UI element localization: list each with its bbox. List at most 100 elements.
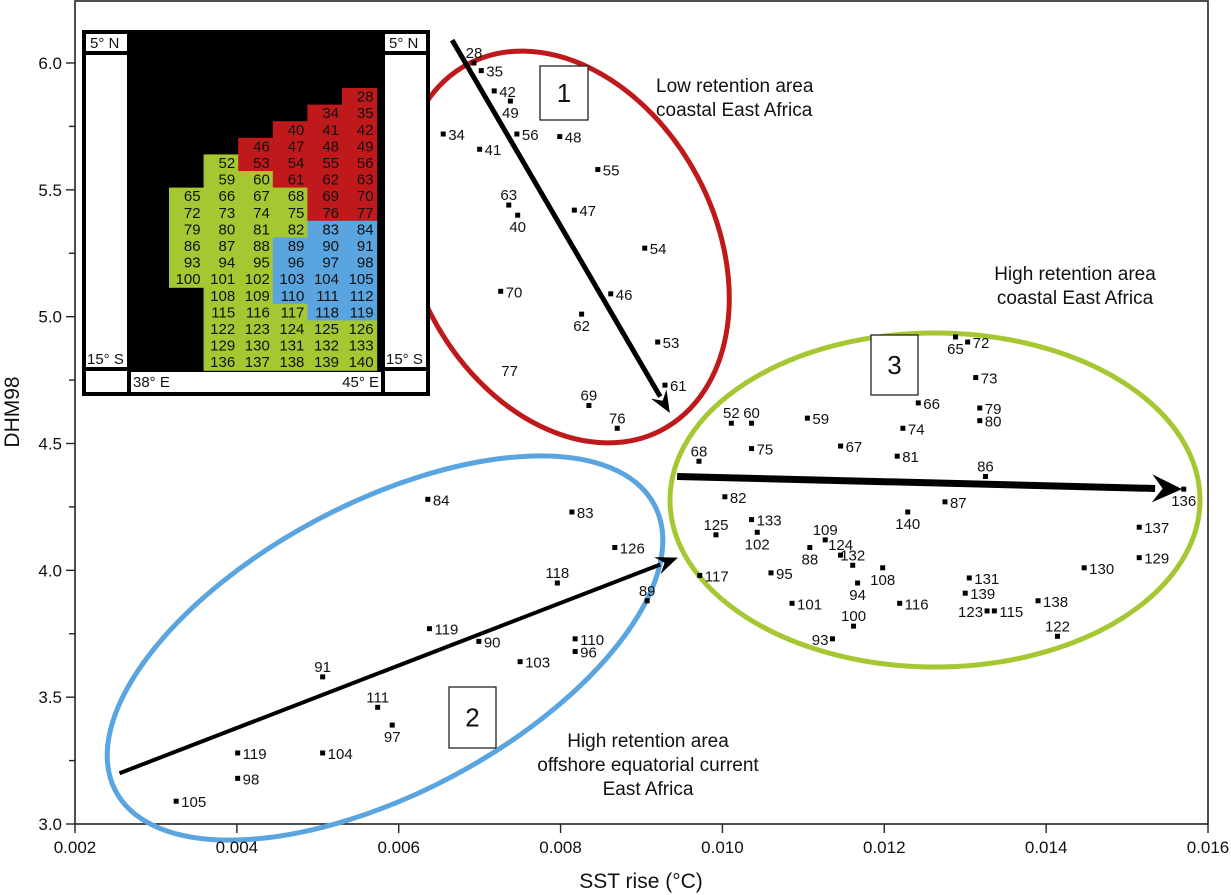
inset-cell-green — [203, 337, 239, 355]
inset-cell-label: 81 — [253, 221, 270, 238]
data-point-label: 41 — [485, 142, 502, 159]
data-point-label: 90 — [484, 634, 501, 651]
inset-lon-left: 38° E — [133, 374, 170, 391]
inset-cell-label: 53 — [253, 155, 270, 172]
data-point-label: 110 — [580, 632, 604, 649]
data-point-label: 74 — [908, 421, 925, 438]
data-point — [320, 750, 326, 756]
inset-cell-label: 109 — [245, 288, 270, 305]
data-point — [942, 499, 948, 505]
inset-lat-bottom-left: 15° S — [87, 351, 124, 368]
inset-cell-green — [238, 353, 274, 371]
data-point — [880, 565, 886, 571]
inset-cell-label: 98 — [357, 255, 374, 272]
x-axis-title: SST rise (°C) — [579, 870, 703, 893]
inset-cell-green — [169, 237, 205, 255]
data-point-label: 122 — [1045, 618, 1070, 635]
cluster-number-box — [539, 65, 589, 121]
inset-cell-label: 140 — [349, 354, 374, 371]
data-point-label: 137 — [1144, 520, 1169, 537]
data-point-label: 73 — [981, 371, 998, 388]
data-point — [507, 98, 513, 104]
inset-cell-blue — [342, 287, 378, 305]
data-point — [977, 418, 983, 424]
inset-cell-green — [203, 287, 239, 305]
data-point — [1054, 633, 1060, 639]
inset-cell-green — [272, 337, 308, 355]
inset-cell-label: 84 — [357, 221, 374, 238]
inset-cell-red — [238, 137, 274, 155]
data-point — [642, 245, 648, 251]
inset-cell-blue — [342, 303, 378, 321]
inset-cell-label: 41 — [322, 122, 339, 139]
inset-cell-label: 69 — [322, 188, 339, 205]
data-point-label: 42 — [499, 84, 516, 101]
data-point-label: 62 — [573, 318, 590, 335]
data-point — [477, 146, 483, 152]
data-point — [894, 453, 900, 459]
inset-cell-label: 74 — [253, 205, 270, 222]
data-point — [838, 443, 844, 449]
inset-cell-green — [203, 303, 239, 321]
inset-cell-label: 63 — [357, 172, 374, 189]
trend-arrow-head-2 — [654, 557, 678, 574]
x-tick-label: 0.012 — [863, 838, 906, 857]
cluster-annotation: Low retention area — [656, 76, 814, 97]
inset-cell-red — [307, 137, 343, 155]
inset-cell-label: 130 — [245, 338, 270, 355]
y-tick-label: 4.0 — [38, 561, 62, 580]
y-tick-label: 3.5 — [38, 688, 62, 707]
data-point — [749, 517, 755, 523]
data-point — [838, 552, 844, 558]
data-point — [579, 311, 585, 317]
inset-cell-label: 93 — [184, 255, 201, 272]
inset-cell-blue — [342, 270, 378, 288]
inset-cell-label: 83 — [322, 221, 339, 238]
data-point-label: 93 — [812, 632, 829, 649]
inset-cell-green — [272, 353, 308, 371]
data-point-label: 28 — [466, 45, 483, 62]
data-point-label: 68 — [691, 443, 708, 460]
data-point — [713, 532, 719, 538]
data-point — [1081, 565, 1087, 571]
inset-lon-right: 45° E — [342, 374, 379, 391]
data-point-label: 46 — [616, 287, 633, 304]
cluster-annotation: coastal East Africa — [656, 100, 813, 121]
inset-cell-label: 103 — [279, 271, 304, 288]
data-point — [595, 167, 601, 173]
inset-cell-label: 82 — [288, 221, 305, 238]
inset-cell-label: 116 — [246, 304, 270, 321]
inset-cell-label: 73 — [219, 205, 236, 222]
data-point — [754, 529, 760, 535]
inset-cell-label: 88 — [253, 238, 270, 255]
data-point-label: 69 — [581, 387, 598, 404]
inset-cell-green — [238, 320, 274, 338]
inset-cell-green — [238, 270, 274, 288]
data-point — [1136, 555, 1142, 561]
data-point-label: 100 — [841, 608, 866, 625]
y-tick-label: 6.0 — [38, 54, 62, 73]
data-point-label: 140 — [895, 516, 920, 533]
data-point — [491, 88, 497, 94]
data-point-label: 79 — [985, 401, 1002, 418]
data-point — [722, 494, 728, 500]
inset-cell-red — [342, 154, 378, 172]
x-tick-label: 0.014 — [1025, 838, 1068, 857]
y-tick-label: 5.0 — [38, 308, 62, 327]
inset-cell-blue — [342, 220, 378, 238]
data-point — [991, 608, 997, 614]
data-point-label: 70 — [506, 284, 523, 301]
data-point — [235, 750, 241, 756]
data-point-label: 102 — [745, 536, 770, 553]
data-point-label: 60 — [743, 405, 760, 422]
inset-cell-label: 133 — [349, 338, 374, 355]
inset-cell-red — [342, 187, 378, 205]
inset-cell-green — [203, 254, 239, 272]
inset-cell-blue — [342, 237, 378, 255]
inset-cell-green — [203, 237, 239, 255]
inset-cell-label: 119 — [350, 304, 374, 321]
inset-cell-label: 34 — [322, 105, 339, 122]
inset-cell-label: 87 — [219, 238, 236, 255]
data-point-label: 138 — [1043, 594, 1068, 611]
inset-cell-green — [307, 320, 343, 338]
